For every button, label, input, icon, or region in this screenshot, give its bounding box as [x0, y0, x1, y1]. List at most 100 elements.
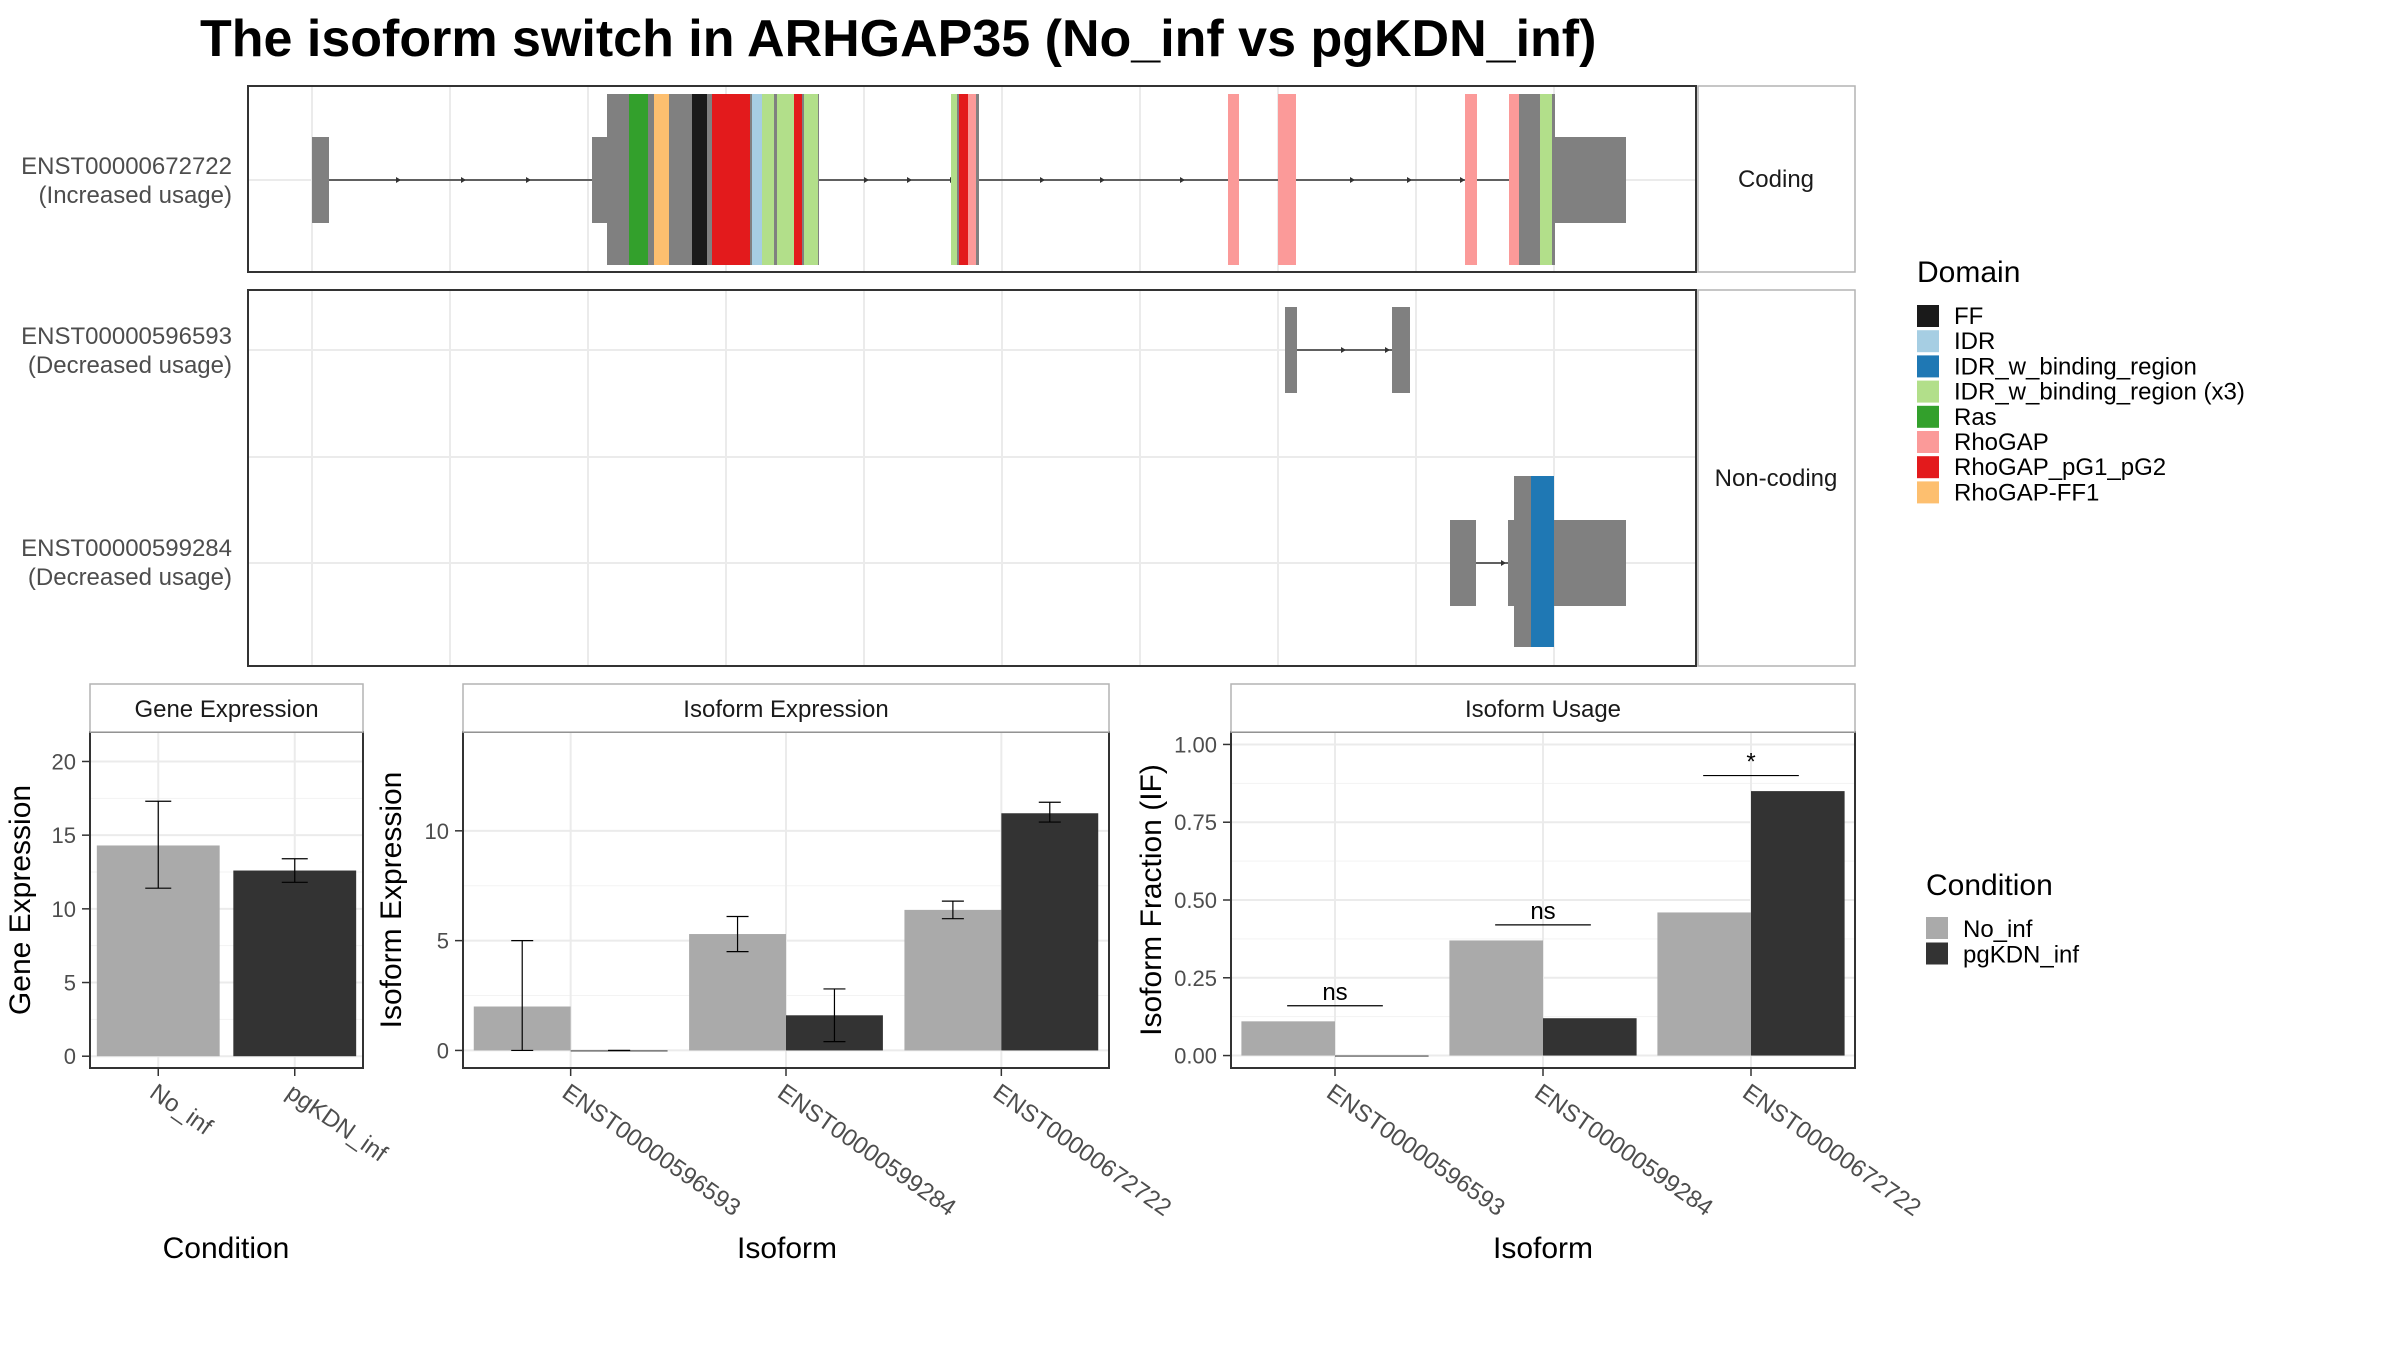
domain-rhogap-pg1-pg2: [794, 94, 802, 265]
noncoding-panel-background: [247, 289, 1697, 667]
domain-rhogap-pg1-pg2: [959, 94, 968, 265]
exon-utr: [1554, 520, 1626, 606]
x-tick-label: No_inf: [145, 1079, 218, 1141]
exon-utr: [1450, 520, 1476, 606]
domain-legend-label: Ras: [1954, 404, 1997, 431]
domain-legend-label: IDR: [1954, 328, 1995, 355]
bar: [1657, 912, 1751, 1056]
domain-idr-binding-x3: [951, 94, 957, 265]
domain-idr-binding-x3: [804, 94, 818, 265]
x-tick-label: ENST00000599284: [1530, 1079, 1718, 1222]
isoform-label-id: ENST00000672722: [21, 153, 232, 180]
domain-idr-binding-x3: [762, 94, 774, 265]
y-tick-label: 0: [64, 1044, 76, 1069]
x-tick-label: ENST00000599284: [773, 1079, 961, 1222]
bar: [1241, 1021, 1335, 1056]
y-tick-label: 20: [52, 749, 76, 774]
x-axis-title: Isoform: [1493, 1232, 1593, 1265]
y-axis-title: Isoform Fraction (IF): [1135, 764, 1168, 1036]
transcript-ENST00000599284: [1450, 476, 1626, 647]
facet-strip: [1230, 683, 1856, 733]
domain-legend-label: IDR_w_binding_region (x3): [1954, 379, 2245, 406]
domain-legend-label: FF: [1954, 303, 1983, 330]
domain-legend-label: RhoGAP: [1954, 429, 2049, 456]
intron-arrow: [1501, 560, 1506, 566]
domain-idr: [752, 94, 762, 265]
intron-arrows: [396, 177, 1465, 183]
exon-utr: [1554, 137, 1626, 223]
bar: [1751, 791, 1845, 1056]
y-tick-label: 0.50: [1174, 888, 1217, 913]
domain-legend-swatch: [1917, 405, 1939, 428]
exon-utr: [1508, 520, 1516, 606]
y-axis-title: Gene Expression: [4, 785, 37, 1015]
facet-strip-label: Isoform Usage: [1465, 696, 1621, 723]
domain-legend-label: IDR_w_binding_region: [1954, 353, 2197, 380]
bar: [1449, 940, 1543, 1056]
intron-arrow: [1341, 347, 1346, 353]
condition-legend-title: Condition: [1926, 869, 2053, 902]
domain-rhogap: [1278, 94, 1296, 265]
exon-utr: [312, 137, 329, 223]
facet-strip: [89, 683, 364, 733]
isoform-label-id: ENST00000596593: [21, 323, 232, 350]
bar: [233, 870, 357, 1057]
gene-expression-chart: Gene Expression 0 5 10 15 20 No_inf pgKDN_inf Co…: [4, 683, 392, 1265]
isoform-label-usage: (Decreased usage): [28, 352, 232, 379]
bar: [1001, 813, 1099, 1051]
domain-rhogap-pg1-pg2: [712, 94, 750, 265]
condition-legend-swatch: [1926, 917, 1948, 939]
condition-legend-swatch: [1926, 942, 1948, 965]
facet-strip-label: Isoform Expression: [683, 696, 888, 723]
domain-legend-swatch: [1917, 330, 1939, 353]
domain-legend-label: RhoGAP-FF1: [1954, 479, 2099, 506]
transcript-ENST00000672722: [312, 94, 1626, 265]
x-tick-label: ENST00000596593: [557, 1079, 745, 1222]
x-axis-title: Isoform: [737, 1232, 837, 1265]
condition-legend-label: pgKDN_inf: [1963, 942, 2079, 969]
y-tick-label: 5: [64, 971, 76, 996]
domain-legend-swatch: [1917, 305, 1939, 327]
domain-idr-binding-x3: [1540, 94, 1552, 265]
facet-strip-label: Gene Expression: [134, 696, 318, 723]
domain-rhogap: [1228, 94, 1239, 265]
domain-legend-swatch: [1917, 481, 1939, 504]
domain-legend: Domain FFIDRIDR_w_binding_regionIDR_w_bi…: [1917, 256, 2245, 506]
transcript-ENST00000596593: [1285, 307, 1410, 393]
domain-legend-swatch: [1917, 355, 1939, 378]
figure-title: The isoform switch in ARHGAP35 (No_inf v…: [200, 10, 1596, 68]
significance-label: *: [1746, 749, 1755, 776]
domain-ff: [692, 94, 707, 265]
condition-legend-label: No_inf: [1963, 916, 2033, 943]
coding-strip-label: Coding: [1738, 166, 1814, 193]
x-tick-label: ENST00000672722: [988, 1079, 1176, 1222]
noncoding-strip-label: Non-coding: [1715, 465, 1838, 492]
domain-idr-binding-x3: [777, 94, 794, 265]
domain-rhogap: [1509, 94, 1519, 265]
x-tick-label: pgKDN_inf: [281, 1079, 392, 1168]
domain-ras: [629, 94, 648, 265]
significance-label: ns: [1322, 979, 1347, 1006]
domain-legend-swatch: [1917, 431, 1939, 453]
domain-legend-swatch: [1917, 456, 1939, 479]
isoform-usage-chart: ns ns * Isoform Usage 0.00 0.25 0.50 0.75 1.00 EN…: [1135, 683, 1926, 1265]
domain-legend-swatch: [1917, 380, 1939, 403]
bar: [904, 909, 1002, 1051]
x-tick-label: ENST00000596593: [1322, 1079, 1510, 1222]
noncoding-strip: [1697, 289, 1856, 667]
domain-rhogap-ff1: [654, 94, 669, 265]
bar: [1335, 1055, 1429, 1057]
y-tick-label: 10: [52, 897, 76, 922]
facet-strip: [462, 683, 1110, 733]
bar: [1543, 1018, 1637, 1056]
exon-utr: [1392, 307, 1410, 393]
bar: [689, 934, 786, 1051]
x-tick-label: ENST00000672722: [1738, 1079, 1926, 1222]
y-tick-label: 1.00: [1174, 732, 1217, 757]
exon-utr: [592, 137, 609, 223]
intron-arrow: [1385, 347, 1390, 353]
domain-idr-binding-region: [1531, 476, 1554, 647]
